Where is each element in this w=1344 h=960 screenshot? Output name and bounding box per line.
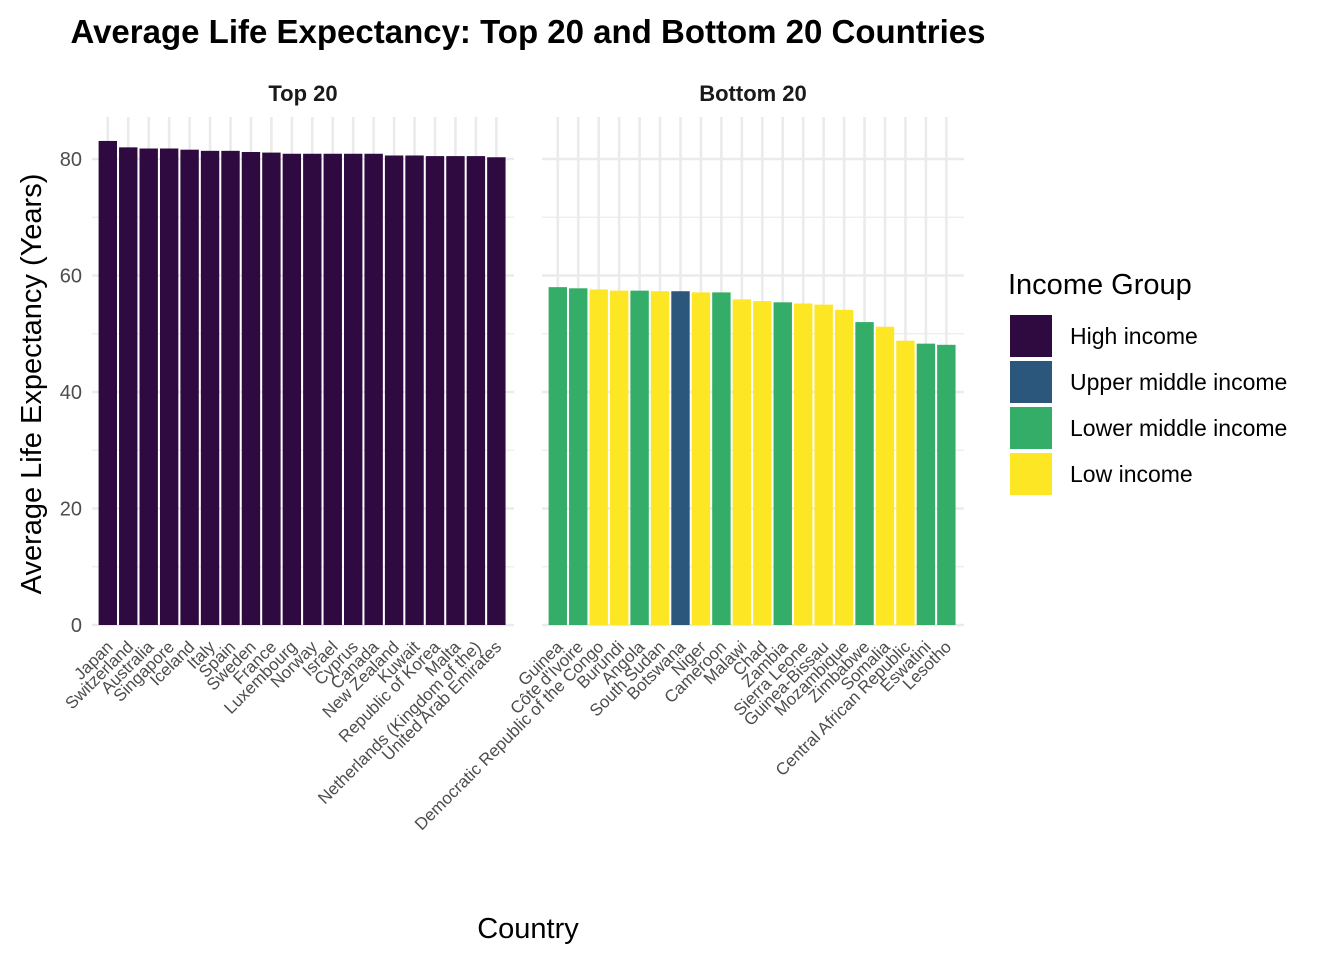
bar-spain [221, 150, 240, 625]
bar-south-sudan [650, 291, 670, 625]
bar-kuwait [405, 155, 424, 625]
bar-zimbabwe [855, 322, 874, 625]
legend-label-low-income: Low income [1070, 461, 1193, 487]
bar-cameroon [712, 292, 731, 625]
legend-swatch-high-income [1010, 315, 1052, 357]
bar-zambia [773, 302, 792, 625]
bar-iceland [180, 149, 199, 625]
bar-sweden [241, 152, 261, 625]
bar-united-arab-emirates [487, 157, 506, 625]
y-tick-label: 60 [60, 266, 82, 288]
legend-swatch-low-income [1010, 453, 1052, 495]
bar-cyprus [344, 153, 363, 625]
bar-chad [753, 301, 772, 625]
legend: Income Group High income Upper middle inc… [1008, 269, 1287, 495]
strip-label-bottom-20: Bottom 20 [699, 81, 807, 106]
y-tick-label: 20 [60, 499, 82, 521]
legend-label-high-income: High income [1070, 323, 1198, 349]
bar-netherlands-kingdom-of-the [466, 156, 486, 625]
bar-guinea-bissau [814, 304, 833, 626]
y-tick-labels: 0 20 40 60 80 [60, 149, 82, 637]
bar-central-african-republic [896, 340, 915, 625]
bar-botswana [671, 291, 690, 625]
bar-singapore [159, 148, 179, 625]
bar-new-zealand [384, 155, 404, 625]
panel-top-20: Top 20 JapanSwitzerlandAustraliaSingapor… [62, 81, 514, 808]
x-axis-title: Country [477, 913, 579, 945]
bar-sierra-leone [794, 303, 813, 625]
bar-italy [200, 150, 220, 625]
y-tick-label: 0 [71, 615, 82, 637]
bar-republic-of-korea [425, 156, 445, 625]
bar-mozambique [834, 309, 854, 625]
bar-australia [139, 148, 158, 625]
bar-luxembourg [282, 153, 302, 625]
x-tick-labels-top-20: JapanSwitzerlandAustraliaSingaporeIcelan… [62, 637, 506, 808]
bar-japan [98, 140, 117, 625]
y-tick-label: 80 [60, 149, 82, 171]
legend-label-lower-middle-income: Lower middle income [1070, 415, 1287, 441]
legend-swatch-upper-middle-income [1010, 361, 1052, 403]
bar-eswatini [916, 343, 936, 625]
chart-title: Average Life Expectancy: Top 20 and Bott… [70, 13, 985, 50]
bar-norway [303, 153, 322, 625]
legend-title: Income Group [1008, 269, 1192, 301]
strip-label-top-20: Top 20 [268, 81, 337, 106]
bar-c-te-d-ivoire [569, 288, 588, 625]
bar-angola [630, 290, 649, 625]
y-tick-label: 40 [60, 382, 82, 404]
bar-malta [446, 156, 465, 625]
legend-swatch-lower-middle-income [1010, 407, 1052, 449]
bar-france [262, 152, 281, 625]
bar-lesotho [937, 344, 956, 625]
bar-democratic-republic-of-the-congo [589, 289, 608, 625]
bar-malawi [732, 299, 752, 625]
bars-bottom-20 [548, 287, 956, 626]
bar-switzerland [119, 147, 138, 625]
legend-label-upper-middle-income: Upper middle income [1070, 369, 1287, 395]
bar-somalia [875, 326, 895, 625]
bar-niger [691, 292, 711, 625]
bar-israel [323, 153, 342, 625]
bars-top-20 [98, 140, 506, 625]
y-axis-title: Average Life Expectancy (Years) [16, 174, 48, 595]
bar-burundi [609, 290, 629, 625]
bar-guinea [548, 287, 567, 625]
bar-canada [364, 153, 383, 625]
